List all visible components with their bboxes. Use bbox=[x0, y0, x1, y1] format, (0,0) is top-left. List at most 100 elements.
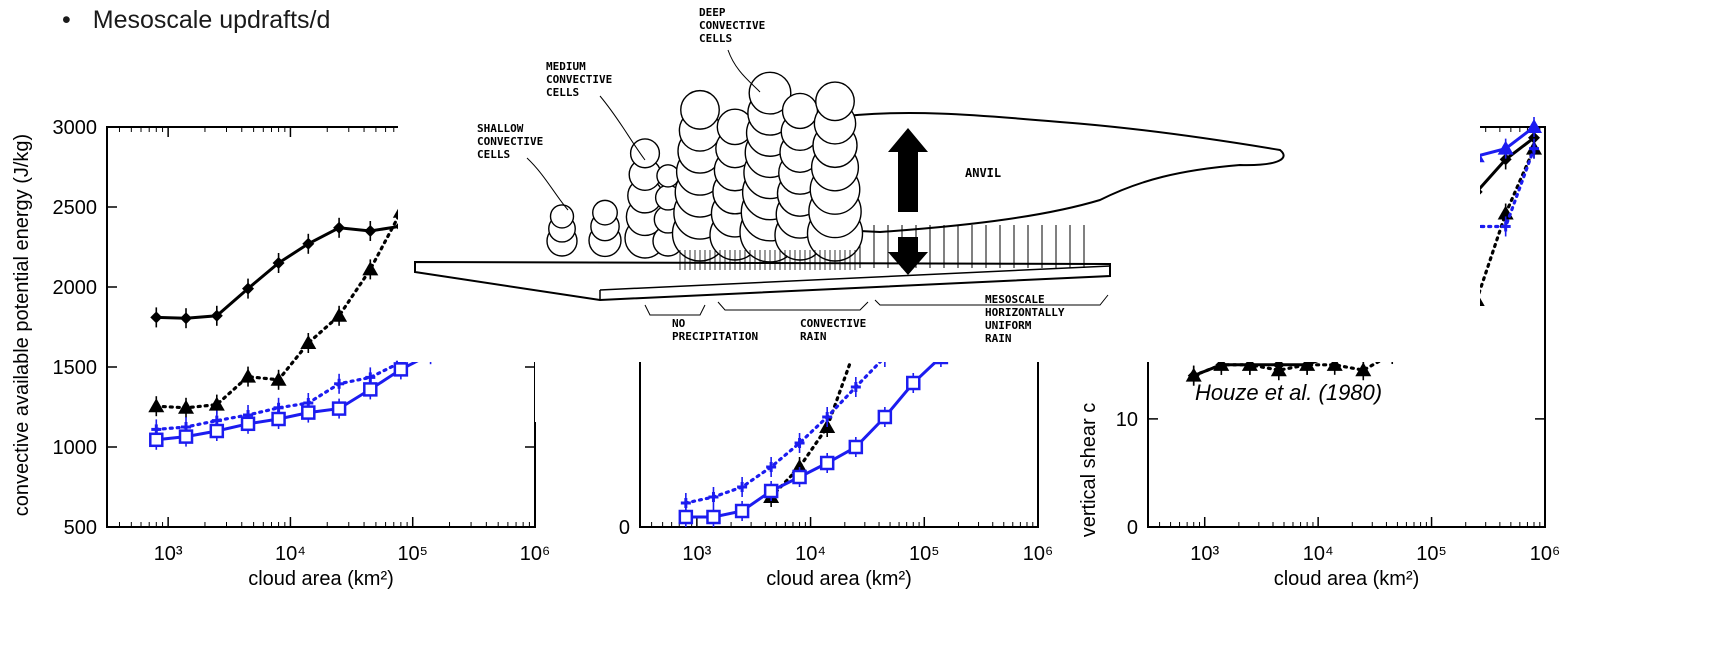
y-tick-label: 0 bbox=[1127, 517, 1138, 539]
shallow-cells-label: SHALLOW CONVECTIVE CELLS bbox=[477, 122, 543, 161]
data-point bbox=[848, 439, 864, 455]
anvil-cloud bbox=[828, 112, 1285, 234]
data-point bbox=[364, 225, 377, 237]
bracket bbox=[717, 301, 869, 311]
data-point bbox=[1526, 119, 1543, 133]
data-point bbox=[272, 257, 285, 269]
data-point bbox=[149, 432, 164, 448]
data-point bbox=[1185, 367, 1202, 382]
data-point bbox=[1299, 356, 1316, 371]
y-tick-label: 2000 bbox=[53, 277, 98, 299]
series-line bbox=[154, 224, 433, 320]
deep-cells-label: DEEP CONVECTIVE CELLS bbox=[699, 6, 765, 45]
data-point bbox=[1499, 153, 1512, 166]
x-tick-label: 10⁴ bbox=[1303, 543, 1334, 565]
data-point bbox=[763, 483, 779, 499]
x-tick-label: 10⁶ bbox=[1023, 543, 1053, 565]
medium-cells-label: MEDIUM CONVECTIVE CELLS bbox=[546, 60, 612, 99]
y-axis-label: vertical shear c bbox=[1078, 403, 1100, 538]
x-tick-label: 10³ bbox=[154, 543, 183, 565]
x-axis-label: cloud area (km²) bbox=[248, 568, 394, 590]
data-point bbox=[1241, 356, 1258, 371]
leader-line bbox=[727, 49, 761, 93]
data-point bbox=[1528, 131, 1541, 144]
data-point bbox=[178, 399, 195, 414]
ground-plane bbox=[414, 260, 1111, 302]
x-tick-label: 10³ bbox=[1190, 543, 1219, 565]
data-point bbox=[393, 362, 409, 377]
x-axis-label: cloud area (km²) bbox=[766, 568, 912, 590]
data-point bbox=[734, 503, 750, 519]
data-point bbox=[301, 405, 316, 420]
data-point bbox=[240, 416, 256, 432]
series-line bbox=[154, 347, 433, 431]
convective-rain-label: CONVECTIVE RAIN bbox=[800, 317, 866, 343]
data-point bbox=[331, 307, 348, 322]
data-point bbox=[333, 221, 346, 234]
data-point bbox=[678, 509, 694, 525]
data-point bbox=[791, 459, 808, 473]
y-tick-label: 500 bbox=[64, 517, 97, 539]
data-point bbox=[150, 311, 163, 324]
y-tick-label: 1000 bbox=[53, 437, 98, 459]
cloud-puff bbox=[656, 164, 680, 188]
series-line bbox=[154, 352, 433, 442]
x-tick-label: 10⁵ bbox=[1416, 543, 1447, 565]
cloud-puff bbox=[592, 199, 618, 226]
data-point bbox=[363, 382, 378, 397]
y-tick-label: 0 bbox=[619, 517, 630, 539]
bracket bbox=[874, 294, 1109, 306]
x-axis-label: cloud area (km²) bbox=[1274, 568, 1420, 590]
ground-edge bbox=[599, 265, 1111, 291]
bracket bbox=[644, 304, 706, 316]
data-point bbox=[242, 282, 255, 295]
data-point bbox=[331, 401, 347, 416]
data-point bbox=[906, 375, 921, 391]
cloud-puff bbox=[815, 81, 855, 122]
data-point bbox=[877, 409, 893, 425]
leader-line bbox=[599, 95, 646, 161]
shallow-cell bbox=[588, 199, 622, 258]
bullet-marker: • bbox=[62, 6, 71, 34]
shallow-cell bbox=[546, 204, 578, 257]
data-point bbox=[706, 509, 721, 525]
data-point bbox=[209, 423, 225, 439]
leader-line bbox=[526, 157, 569, 211]
data-point bbox=[819, 455, 835, 471]
data-point bbox=[148, 398, 165, 413]
updraft-arrow bbox=[888, 128, 928, 212]
cloud-puff bbox=[748, 71, 792, 115]
x-tick-label: 10⁶ bbox=[520, 543, 550, 565]
bullet-text: Mesoscale updrafts/d bbox=[92, 6, 331, 34]
diagram-background bbox=[535, 362, 607, 422]
y-tick-label: 2500 bbox=[53, 197, 98, 219]
data-point bbox=[792, 469, 807, 485]
citation: Houze et al. (1980) bbox=[1195, 380, 1383, 405]
data-point bbox=[362, 261, 379, 276]
mesoscale-rain-label: MESOSCALE HORIZONTALLY UNIFORM RAIN bbox=[985, 293, 1065, 345]
data-point bbox=[210, 309, 223, 322]
data-point bbox=[208, 396, 225, 411]
data-point bbox=[240, 368, 257, 383]
x-tick-label: 10⁴ bbox=[795, 543, 826, 565]
cloud-puff bbox=[629, 138, 661, 169]
deep-cell bbox=[806, 81, 864, 262]
data-point bbox=[1213, 356, 1230, 371]
data-point bbox=[300, 335, 317, 349]
x-tick-label: 10⁵ bbox=[397, 543, 428, 565]
downdraft-arrow bbox=[888, 237, 928, 275]
data-point bbox=[1326, 356, 1343, 371]
chart-panel-1: 10³ 10⁴ 10⁵ 10⁶ 500 1000 1500 2000 2500 3000 cloud… bbox=[11, 117, 550, 590]
data-point bbox=[178, 429, 194, 444]
x-tick-label: 10⁴ bbox=[275, 543, 306, 565]
data-point bbox=[180, 312, 193, 325]
data-point bbox=[1270, 362, 1287, 377]
x-tick-label: 10⁵ bbox=[909, 543, 940, 565]
cloud-puff bbox=[549, 204, 575, 229]
anvil-label: ANVIL bbox=[965, 166, 1001, 180]
data-point bbox=[302, 237, 315, 250]
x-tick-label: 10³ bbox=[682, 543, 711, 565]
data-point bbox=[1497, 140, 1514, 155]
x-tick-label: 10⁶ bbox=[1530, 543, 1560, 565]
